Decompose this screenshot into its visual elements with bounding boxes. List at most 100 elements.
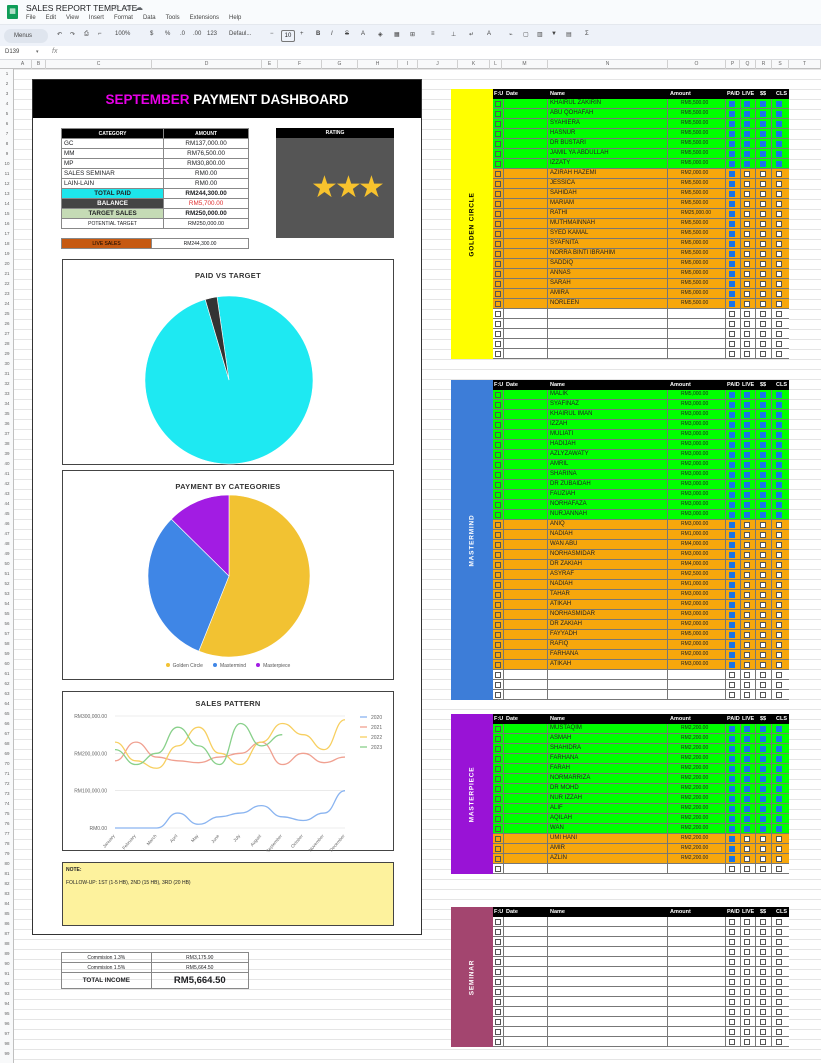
- followup-checkbox[interactable]: [495, 271, 501, 277]
- money-checkbox[interactable]: [760, 311, 766, 317]
- list-row[interactable]: [493, 309, 789, 319]
- list-row[interactable]: DR MOHD RM2,200.00: [493, 784, 789, 794]
- closed-checkbox[interactable]: [776, 492, 782, 498]
- paid-checkbox[interactable]: [729, 776, 735, 782]
- live-checkbox[interactable]: [744, 482, 750, 488]
- row-number[interactable]: 59: [4, 651, 10, 656]
- followup-checkbox[interactable]: [495, 442, 501, 448]
- closed-checkbox[interactable]: [776, 432, 782, 438]
- followup-checkbox[interactable]: [495, 462, 501, 468]
- paid-checkbox[interactable]: [729, 311, 735, 317]
- closed-checkbox[interactable]: [776, 632, 782, 638]
- font-select[interactable]: Defaul...: [229, 31, 252, 37]
- closed-checkbox[interactable]: [776, 969, 782, 975]
- customer-amount[interactable]: RM5,500.00: [681, 110, 709, 116]
- money-checkbox[interactable]: [760, 756, 766, 762]
- customer-name[interactable]: NORHAFAZA: [550, 501, 587, 507]
- row-number[interactable]: 80: [4, 861, 10, 866]
- paid-checkbox[interactable]: [729, 301, 735, 307]
- customer-name[interactable]: MUTHMAINNAH: [550, 220, 595, 226]
- row-number[interactable]: 37: [4, 431, 10, 436]
- money-checkbox[interactable]: [760, 979, 766, 985]
- customer-name[interactable]: NURJANNAH: [550, 511, 588, 517]
- list-row[interactable]: SYAFINAZ RM3,000.00: [493, 400, 789, 410]
- row-number[interactable]: 32: [4, 381, 10, 386]
- paid-checkbox[interactable]: [729, 351, 735, 357]
- followup-checkbox[interactable]: [495, 592, 501, 598]
- money-checkbox[interactable]: [760, 161, 766, 167]
- list-row[interactable]: [493, 864, 789, 874]
- row-number[interactable]: 56: [4, 621, 10, 626]
- list-row[interactable]: SYAFNITA RM5,000.00: [493, 239, 789, 249]
- live-checkbox[interactable]: [744, 592, 750, 598]
- customer-amount[interactable]: RM3,000.00: [681, 481, 709, 487]
- list-row[interactable]: SYED KAMAL RM5,500.00: [493, 229, 789, 239]
- row-number[interactable]: 53: [4, 591, 10, 596]
- text-rotation-icon[interactable]: A: [487, 31, 492, 37]
- customer-amount[interactable]: RM3,000.00: [681, 431, 709, 437]
- paid-checkbox[interactable]: [729, 331, 735, 337]
- followup-checkbox[interactable]: [495, 341, 501, 347]
- paid-checkbox[interactable]: [729, 866, 735, 872]
- closed-checkbox[interactable]: [776, 101, 782, 107]
- followup-checkbox[interactable]: [495, 201, 501, 207]
- commission-value[interactable]: RM3,175.90: [150, 952, 250, 963]
- paid-checkbox[interactable]: [729, 151, 735, 157]
- functions-icon[interactable]: Σ: [585, 31, 589, 37]
- followup-checkbox[interactable]: [495, 856, 501, 862]
- closed-checkbox[interactable]: [776, 582, 782, 588]
- money-checkbox[interactable]: [760, 612, 766, 618]
- customer-amount[interactable]: RM5,500.00: [681, 100, 709, 106]
- row-number[interactable]: 72: [4, 781, 10, 786]
- customer-name[interactable]: FAUZIAH: [550, 491, 576, 497]
- closed-checkbox[interactable]: [776, 949, 782, 955]
- column-header-S[interactable]: S: [772, 60, 789, 69]
- closed-checkbox[interactable]: [776, 121, 782, 127]
- closed-checkbox[interactable]: [776, 392, 782, 398]
- closed-checkbox[interactable]: [776, 211, 782, 217]
- paid-checkbox[interactable]: [729, 989, 735, 995]
- money-checkbox[interactable]: [760, 522, 766, 528]
- paid-checkbox[interactable]: [729, 422, 735, 428]
- closed-checkbox[interactable]: [776, 221, 782, 227]
- followup-checkbox[interactable]: [495, 582, 501, 588]
- list-row[interactable]: [493, 349, 789, 359]
- live-checkbox[interactable]: [744, 602, 750, 608]
- money-checkbox[interactable]: [760, 652, 766, 658]
- money-checkbox[interactable]: [760, 672, 766, 678]
- customer-name[interactable]: SHAHIDRA: [550, 745, 582, 751]
- customer-name[interactable]: SYAFINAZ: [550, 401, 579, 407]
- list-row[interactable]: JAMIL YA ABDULLAH RM5,500.00: [493, 149, 789, 159]
- live-checkbox[interactable]: [744, 101, 750, 107]
- row-number[interactable]: 43: [4, 491, 10, 496]
- live-checkbox[interactable]: [744, 652, 750, 658]
- closed-checkbox[interactable]: [776, 919, 782, 925]
- followup-checkbox[interactable]: [495, 251, 501, 257]
- payment-by-categories-chart[interactable]: PAYMENT BY CATEGORIES Golden Circle Maste…: [62, 470, 394, 680]
- list-row[interactable]: NADIAH RM1,000.00: [493, 530, 789, 540]
- followup-checkbox[interactable]: [495, 746, 501, 752]
- paid-checkbox[interactable]: [729, 321, 735, 327]
- followup-checkbox[interactable]: [495, 291, 501, 297]
- row-number[interactable]: 70: [4, 761, 10, 766]
- row-number[interactable]: 31: [4, 371, 10, 376]
- list-row[interactable]: [493, 319, 789, 329]
- row-number[interactable]: 64: [4, 701, 10, 706]
- paid-checkbox[interactable]: [729, 612, 735, 618]
- closed-checkbox[interactable]: [776, 776, 782, 782]
- paid-checkbox[interactable]: [729, 442, 735, 448]
- paid-checkbox[interactable]: [729, 562, 735, 568]
- currency-button[interactable]: $: [150, 31, 154, 37]
- customer-name[interactable]: JESSICA: [550, 180, 576, 186]
- potential-value[interactable]: RM250,000.00: [163, 218, 249, 229]
- paid-checkbox[interactable]: [729, 756, 735, 762]
- fill-color-icon[interactable]: ◈: [378, 32, 383, 38]
- list-row[interactable]: SHAHIDRA RM2,200.00: [493, 744, 789, 754]
- list-row[interactable]: ANIQ RM3,000.00: [493, 520, 789, 530]
- paid-checkbox[interactable]: [729, 542, 735, 548]
- font-size-increase-icon[interactable]: +: [300, 31, 304, 37]
- money-checkbox[interactable]: [760, 402, 766, 408]
- row-number[interactable]: 77: [4, 831, 10, 836]
- customer-name[interactable]: WAN: [550, 825, 564, 831]
- customer-name[interactable]: DR ZAKIAH: [550, 621, 583, 627]
